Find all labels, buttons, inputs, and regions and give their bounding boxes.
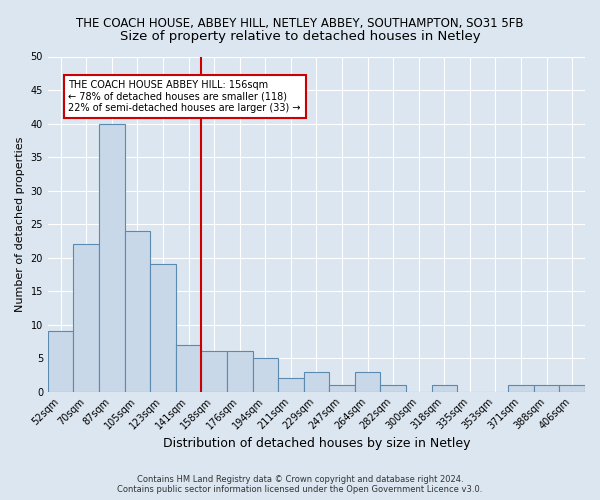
Bar	[176, 344, 202, 392]
Bar	[431, 385, 457, 392]
Text: Size of property relative to detached houses in Netley: Size of property relative to detached ho…	[119, 30, 481, 43]
X-axis label: Distribution of detached houses by size in Netley: Distribution of detached houses by size …	[163, 437, 470, 450]
Text: Contains HM Land Registry data © Crown copyright and database right 2024.
Contai: Contains HM Land Registry data © Crown c…	[118, 474, 482, 494]
Text: THE COACH HOUSE, ABBEY HILL, NETLEY ABBEY, SOUTHAMPTON, SO31 5FB: THE COACH HOUSE, ABBEY HILL, NETLEY ABBE…	[76, 18, 524, 30]
Bar	[253, 358, 278, 392]
Text: THE COACH HOUSE ABBEY HILL: 156sqm
← 78% of detached houses are smaller (118)
22: THE COACH HOUSE ABBEY HILL: 156sqm ← 78%…	[68, 80, 301, 113]
Bar	[73, 244, 99, 392]
Bar	[202, 352, 227, 392]
Bar	[508, 385, 534, 392]
Bar	[278, 378, 304, 392]
Bar	[304, 372, 329, 392]
Y-axis label: Number of detached properties: Number of detached properties	[15, 136, 25, 312]
Bar	[125, 231, 150, 392]
Bar	[329, 385, 355, 392]
Bar	[355, 372, 380, 392]
Bar	[227, 352, 253, 392]
Bar	[99, 124, 125, 392]
Bar	[150, 264, 176, 392]
Bar	[380, 385, 406, 392]
Bar	[534, 385, 559, 392]
Bar	[48, 332, 73, 392]
Bar	[559, 385, 585, 392]
